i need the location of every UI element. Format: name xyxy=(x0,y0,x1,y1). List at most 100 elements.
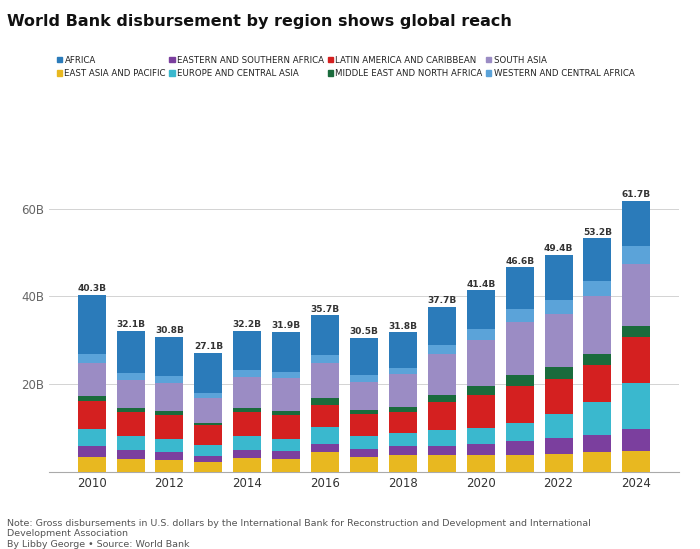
Bar xyxy=(505,385,533,423)
Text: 49.4B: 49.4B xyxy=(544,244,573,254)
Bar xyxy=(272,459,300,472)
Bar xyxy=(389,412,417,434)
Bar xyxy=(428,306,456,345)
Bar xyxy=(622,265,650,326)
Bar xyxy=(389,446,417,455)
Bar xyxy=(505,309,533,322)
Bar xyxy=(195,456,223,462)
Text: 53.2B: 53.2B xyxy=(583,228,612,237)
Bar xyxy=(195,462,223,472)
Bar xyxy=(505,423,533,441)
Bar xyxy=(622,337,650,383)
Bar xyxy=(233,458,261,472)
Text: 30.5B: 30.5B xyxy=(349,327,379,337)
Bar xyxy=(428,430,456,446)
Text: 41.4B: 41.4B xyxy=(466,279,496,289)
Bar xyxy=(78,457,106,472)
Bar xyxy=(428,345,456,354)
Bar xyxy=(116,436,145,450)
Bar xyxy=(545,300,573,314)
Bar xyxy=(389,434,417,446)
Bar xyxy=(233,377,261,407)
Bar xyxy=(389,368,417,374)
Bar xyxy=(311,427,339,444)
Bar xyxy=(155,383,183,411)
Bar xyxy=(583,365,612,402)
Bar xyxy=(272,411,300,414)
Bar xyxy=(505,456,533,472)
Bar xyxy=(155,439,183,452)
Bar xyxy=(155,414,183,439)
Bar xyxy=(350,449,378,457)
Bar xyxy=(467,385,495,395)
Bar xyxy=(155,452,183,460)
Text: Note: Gross disbursements in U.S. dollars by the International Bank for Reconstr: Note: Gross disbursements in U.S. dollar… xyxy=(7,519,591,538)
Bar xyxy=(78,295,106,355)
Bar xyxy=(311,315,339,355)
Bar xyxy=(350,375,378,382)
Bar xyxy=(350,457,378,472)
Text: 40.3B: 40.3B xyxy=(77,284,106,293)
Text: 30.8B: 30.8B xyxy=(155,326,184,335)
Bar xyxy=(78,401,106,429)
Text: 37.7B: 37.7B xyxy=(427,296,456,305)
Bar xyxy=(545,453,573,472)
Bar xyxy=(545,255,573,300)
Bar xyxy=(467,328,495,339)
Text: 31.9B: 31.9B xyxy=(272,321,301,330)
Bar xyxy=(311,363,339,399)
Bar xyxy=(195,399,223,423)
Bar xyxy=(545,414,573,438)
Bar xyxy=(116,408,145,412)
Bar xyxy=(622,246,650,265)
Bar xyxy=(389,374,417,407)
Text: 32.1B: 32.1B xyxy=(116,321,145,329)
Bar xyxy=(583,354,612,365)
Bar xyxy=(545,379,573,414)
Bar xyxy=(467,290,495,328)
Bar xyxy=(272,414,300,439)
Bar xyxy=(155,460,183,472)
Bar xyxy=(116,380,145,408)
Text: By Libby George • Source: World Bank: By Libby George • Source: World Bank xyxy=(7,540,190,549)
Bar xyxy=(272,378,300,411)
Bar xyxy=(467,428,495,444)
Bar xyxy=(78,446,106,457)
Bar xyxy=(233,407,261,412)
Bar xyxy=(622,326,650,337)
Bar xyxy=(116,459,145,472)
Bar xyxy=(272,332,300,372)
Text: 32.2B: 32.2B xyxy=(233,320,262,329)
Bar xyxy=(467,444,495,455)
Text: 61.7B: 61.7B xyxy=(622,191,651,199)
Bar xyxy=(195,393,223,399)
Bar xyxy=(622,383,650,429)
Bar xyxy=(583,452,612,472)
Bar xyxy=(233,330,261,370)
Bar xyxy=(233,412,261,436)
Bar xyxy=(622,429,650,451)
Text: 31.8B: 31.8B xyxy=(389,322,417,330)
Bar xyxy=(428,446,456,456)
Bar xyxy=(583,435,612,452)
Bar xyxy=(116,412,145,436)
Bar xyxy=(545,438,573,453)
Bar xyxy=(272,372,300,378)
Bar xyxy=(583,402,612,435)
Text: 27.1B: 27.1B xyxy=(194,343,223,351)
Bar xyxy=(350,410,378,414)
Legend: AFRICA, EAST ASIA AND PACIFIC, EASTERN AND SOUTHERN AFRICA, EUROPE AND CENTRAL A: AFRICA, EAST ASIA AND PACIFIC, EASTERN A… xyxy=(53,52,638,81)
Bar xyxy=(505,322,533,374)
Bar xyxy=(505,374,533,385)
Bar xyxy=(116,331,145,373)
Bar xyxy=(505,267,533,309)
Bar xyxy=(389,455,417,472)
Bar xyxy=(155,337,183,376)
Bar xyxy=(155,376,183,383)
Bar xyxy=(350,382,378,410)
Bar xyxy=(233,450,261,458)
Bar xyxy=(428,456,456,472)
Bar xyxy=(195,353,223,393)
Bar xyxy=(428,354,456,395)
Bar xyxy=(311,355,339,363)
